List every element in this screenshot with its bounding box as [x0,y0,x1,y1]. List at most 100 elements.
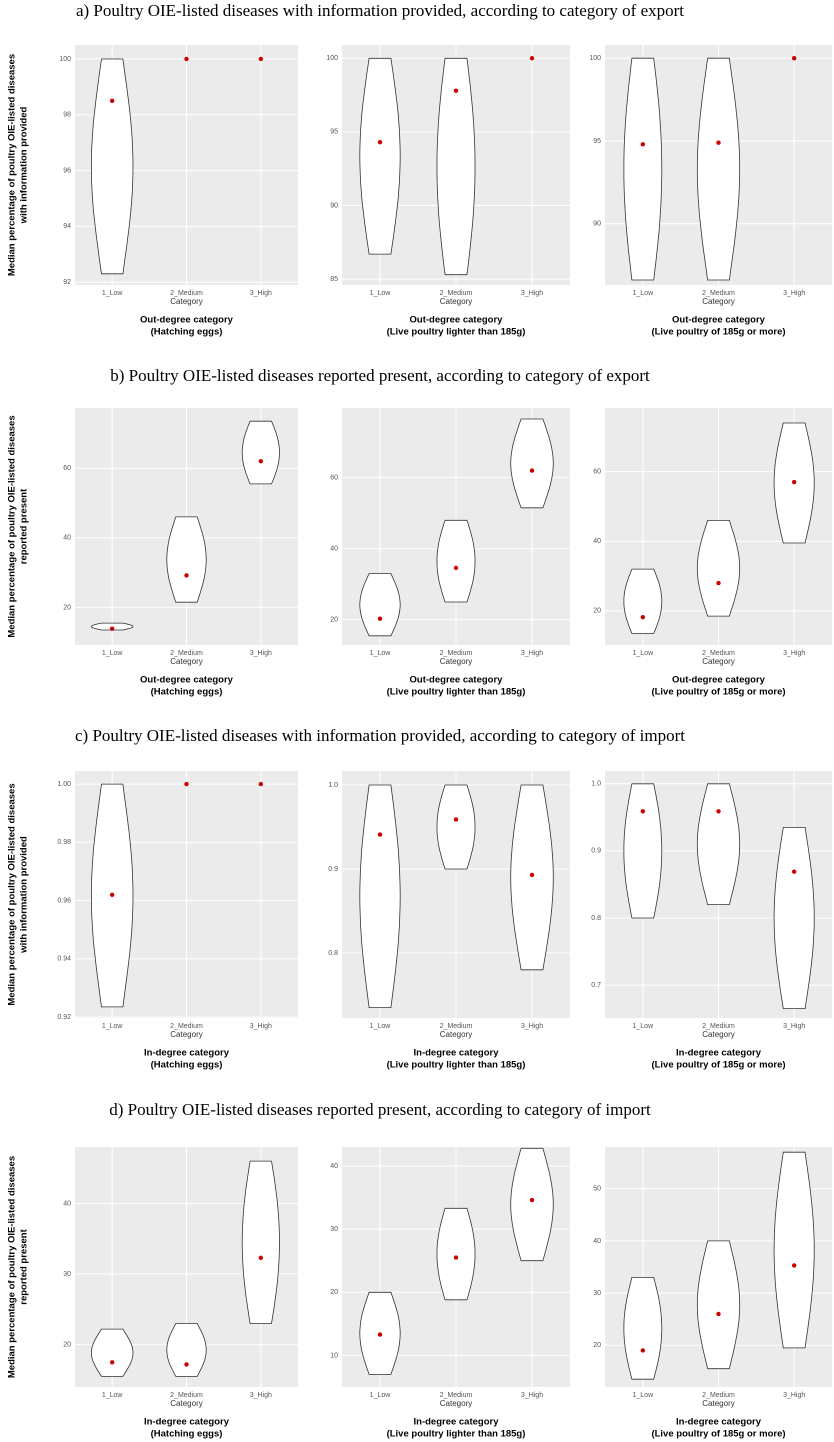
median-point [258,1255,264,1261]
x-tick-label: 2_Medium [702,290,735,297]
y-axis-title: with information provided [19,106,30,224]
x-tick-label: 1_Low [633,290,655,297]
y-tick-label: 0.98 [57,839,71,846]
x-tick-label: 3_High [521,290,543,297]
median-point [109,892,115,897]
violin [359,784,401,1008]
median-point [640,809,646,814]
y-axis-title: Median percentage of poultry OIE-listed … [7,415,18,637]
median-point [791,869,797,874]
x-tick-label: 2_Medium [170,290,203,297]
median-point [258,781,264,787]
row-heading: a) Poultry OIE-listed diseases with info… [76,1,684,20]
median-point [529,872,535,878]
caption: In-degree category [414,1417,500,1428]
caption: Out-degree category [410,675,504,686]
x-tick-label: 1_Low [633,1023,655,1030]
x-tick-label: 2_Medium [702,1392,735,1399]
x-axis-title: Category [170,297,202,306]
y-tick-label: 20 [63,604,71,611]
violin [696,57,741,281]
violin [241,420,280,485]
violin [166,1323,207,1377]
y-tick-label: 94 [63,223,71,230]
x-tick-label: 3_High [783,1392,805,1399]
y-tick-label: 100 [589,55,601,62]
median-point [258,56,264,62]
y-tick-label: 0.9 [328,866,338,873]
caption: (Live poultry of 185g or more) [651,1429,785,1440]
x-tick-label: 2_Medium [170,1023,203,1030]
x-axis-title: Category [440,297,472,306]
violin [773,1151,815,1349]
violin [696,783,741,905]
median-point [640,1348,646,1353]
x-tick-label: 1_Low [102,1023,124,1030]
y-axis-title: reported present [19,488,30,564]
median-point [109,626,115,631]
x-axis-title: Category [702,657,734,666]
median-point [377,616,383,621]
y-tick-label: 30 [63,1271,71,1278]
x-tick-label: 1_Low [633,1392,655,1399]
median-point [640,142,646,147]
x-tick-label: 1_Low [102,650,124,657]
median-point [791,1263,797,1268]
y-tick-label: 0.92 [57,1014,71,1021]
x-tick-label: 1_Low [633,650,655,657]
y-tick-label: 95 [593,138,601,145]
median-point [184,573,189,578]
y-tick-label: 90 [330,202,338,209]
caption: In-degree category [676,1048,762,1059]
median-point [716,580,721,586]
caption: Out-degree category [140,675,234,686]
violin [623,57,663,281]
row-heading: c) Poultry OIE-listed diseases with info… [75,726,685,745]
caption: Out-degree category [140,315,234,326]
violin [510,418,554,509]
violin [436,57,476,276]
caption: (Live poultry of 185g or more) [651,327,785,338]
violin [91,1328,134,1377]
y-axis-title: Median percentage of poultry OIE-listed … [7,1156,18,1378]
x-tick-label: 3_High [250,290,272,297]
violin [773,827,815,1009]
y-tick-label: 20 [63,1341,71,1348]
median-point [184,781,189,787]
row-heading: b) Poultry OIE-listed diseases reported … [110,366,650,385]
caption: (Hatching eggs) [151,687,223,698]
x-tick-label: 2_Medium [702,650,735,657]
x-axis-title: Category [702,297,734,306]
median-point [109,98,115,104]
y-tick-label: 0.8 [591,915,601,922]
x-tick-label: 2_Medium [170,650,203,657]
x-axis-title: Category [440,1030,472,1039]
caption: (Live poultry lighter than 185g) [387,1060,526,1071]
violin [510,784,554,971]
x-axis-title: Category [702,1399,734,1408]
y-tick-label: 50 [593,1186,601,1193]
x-axis-title: Category [440,1399,472,1408]
y-tick-label: 0.8 [328,950,338,957]
median-point [716,809,721,814]
x-tick-label: 2_Medium [440,1023,473,1030]
row-heading: d) Poultry OIE-listed diseases reported … [109,1100,651,1119]
median-point [258,459,264,464]
median-point [377,832,383,837]
caption: (Live poultry of 185g or more) [651,687,785,698]
caption: In-degree category [676,1417,762,1428]
violin [623,783,663,919]
x-tick-label: 3_High [521,650,543,657]
violin [91,58,134,275]
caption: (Hatching eggs) [151,1429,223,1440]
caption: (Live poultry lighter than 185g) [387,327,526,338]
y-tick-label: 20 [330,1289,338,1296]
y-tick-label: 30 [330,1226,338,1233]
x-tick-label: 3_High [783,1023,805,1030]
y-tick-label: 40 [330,546,338,553]
violin [359,573,401,637]
y-axis-title: Median percentage of poultry OIE-listed … [7,54,18,276]
y-tick-label: 40 [63,1200,71,1207]
y-tick-label: 1.0 [591,781,601,788]
